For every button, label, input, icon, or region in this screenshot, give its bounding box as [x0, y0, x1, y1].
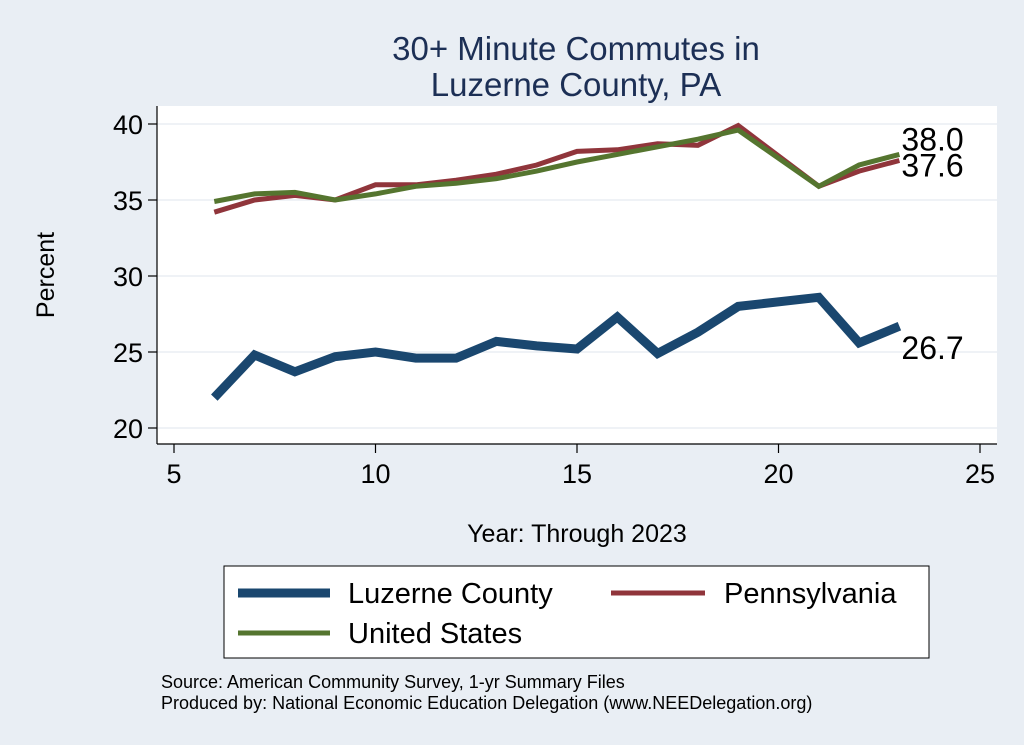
- chart-title-line-1: 30+ Minute Commutes in: [392, 30, 760, 67]
- plot-area: [157, 106, 997, 444]
- legend: Luzerne County Pennsylvania United State…: [223, 565, 930, 659]
- y-tick-label-30: 30: [113, 262, 143, 292]
- legend-label-pennsylvania: Pennsylvania: [724, 578, 897, 610]
- end-label-united-states: 38.0: [901, 121, 963, 157]
- x-tick-label-25: 25: [965, 459, 995, 489]
- y-tick-label-20: 20: [113, 414, 143, 444]
- series-line-luzerne: [211, 292, 902, 401]
- x-tick-label-20: 20: [763, 459, 793, 489]
- x-axis-title: Year: Through 2023: [467, 520, 687, 548]
- x-tick-label-10: 10: [360, 459, 390, 489]
- series-lines: [211, 122, 902, 401]
- legend-box: [223, 565, 930, 659]
- legend-label-luzerne: Luzerne County: [348, 578, 553, 610]
- y-axis: 20 25 30 35 40: [113, 106, 158, 444]
- series-line-united-states: [213, 127, 901, 204]
- y-tick-label-40: 40: [113, 110, 143, 140]
- source-note: Source: American Community Survey, 1-yr …: [161, 672, 625, 692]
- y-axis-title: Percent: [32, 232, 60, 318]
- x-tick-label-5: 5: [166, 459, 181, 489]
- legend-label-united-states: United States: [348, 618, 522, 650]
- x-tick-label-15: 15: [562, 459, 592, 489]
- x-axis: 5 10 15 20 25: [157, 443, 997, 489]
- end-label-luzerne: 26.7: [901, 330, 963, 366]
- produced-by-note: Produced by: National Economic Education…: [161, 693, 812, 713]
- chart-title-line-2: Luzerne County, PA: [431, 66, 721, 103]
- y-tick-label-35: 35: [113, 186, 143, 216]
- end-label-pennsylvania: 37.6: [901, 147, 963, 183]
- y-tick-label-25: 25: [113, 338, 143, 368]
- end-labels: 26.7 37.638.0: [901, 121, 963, 366]
